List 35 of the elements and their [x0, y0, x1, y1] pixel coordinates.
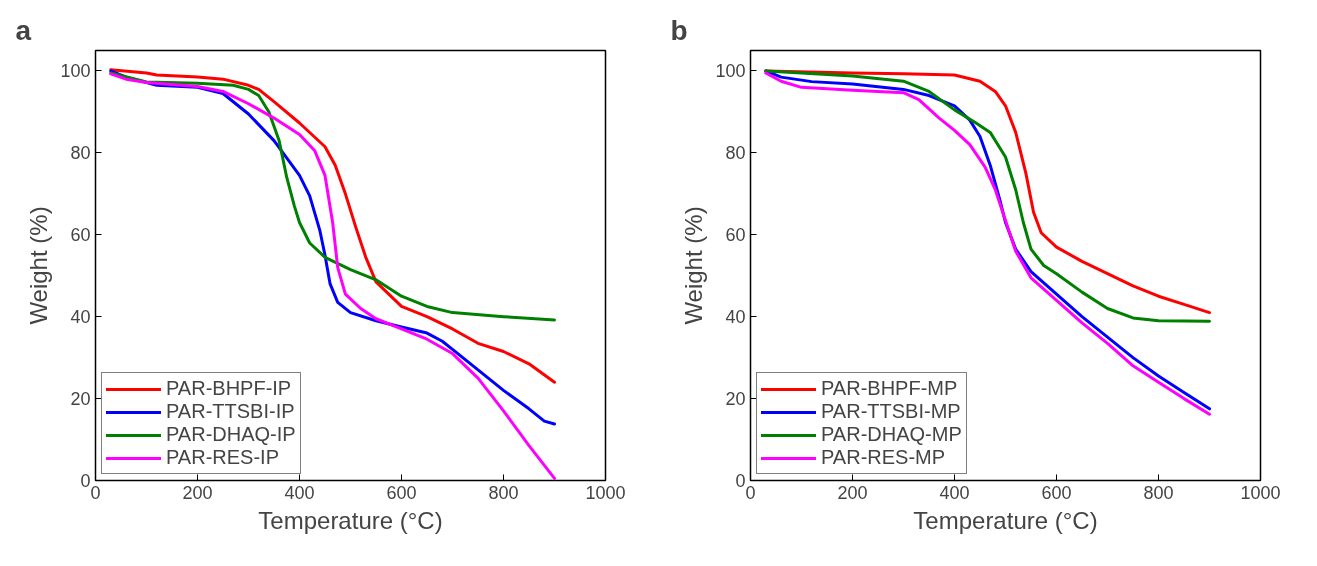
y-axis-title: Weight (%) — [680, 206, 708, 325]
x-tick-label: 200 — [182, 482, 213, 503]
x-tick-label: 400 — [284, 482, 315, 503]
line-series — [109, 71, 556, 322]
y-tick-label: 100 — [60, 61, 91, 82]
legend-label: PAR-DHAQ-IP — [166, 423, 296, 446]
legend-label: PAR-DHAQ-MP — [821, 423, 962, 446]
y-tick-label: 40 — [70, 307, 91, 328]
y-tick-label: 20 — [70, 389, 91, 410]
x-tick-label: 200 — [837, 482, 868, 503]
x-tick-label: 800 — [488, 482, 519, 503]
x-axis-title: Temperature (°C) — [258, 506, 443, 534]
chart-title: b — [670, 14, 688, 46]
x-tick-label: 1000 — [1240, 482, 1281, 503]
chart-title: a — [15, 14, 32, 46]
y-axis-title: Weight (%) — [25, 206, 53, 325]
legend-label: PAR-RES-MP — [821, 446, 946, 469]
y-tick-label: 80 — [725, 143, 746, 164]
y-tick-label: 80 — [70, 143, 91, 164]
x-tick-label: 800 — [1143, 482, 1174, 503]
x-tick-label: 600 — [386, 482, 417, 503]
x-tick-label: 400 — [939, 482, 970, 503]
y-tick-label: 100 — [715, 61, 746, 82]
y-tick-label: 20 — [725, 389, 746, 410]
legend-label: PAR-BHPF-IP — [166, 377, 292, 400]
legend-label: PAR-RES-IP — [166, 446, 279, 469]
x-tick-label: 1000 — [585, 482, 626, 503]
y-tick-label: 60 — [70, 225, 91, 246]
x-tick-label: 600 — [1041, 482, 1072, 503]
legend-label: PAR-TTSBI-IP — [166, 400, 295, 423]
y-tick-label: 40 — [725, 307, 746, 328]
y-tick-label: 60 — [725, 225, 746, 246]
legend-label: PAR-TTSBI-MP — [821, 400, 961, 423]
x-axis-title: Temperature (°C) — [913, 506, 1098, 534]
legend-label: PAR-BHPF-MP — [821, 377, 958, 400]
